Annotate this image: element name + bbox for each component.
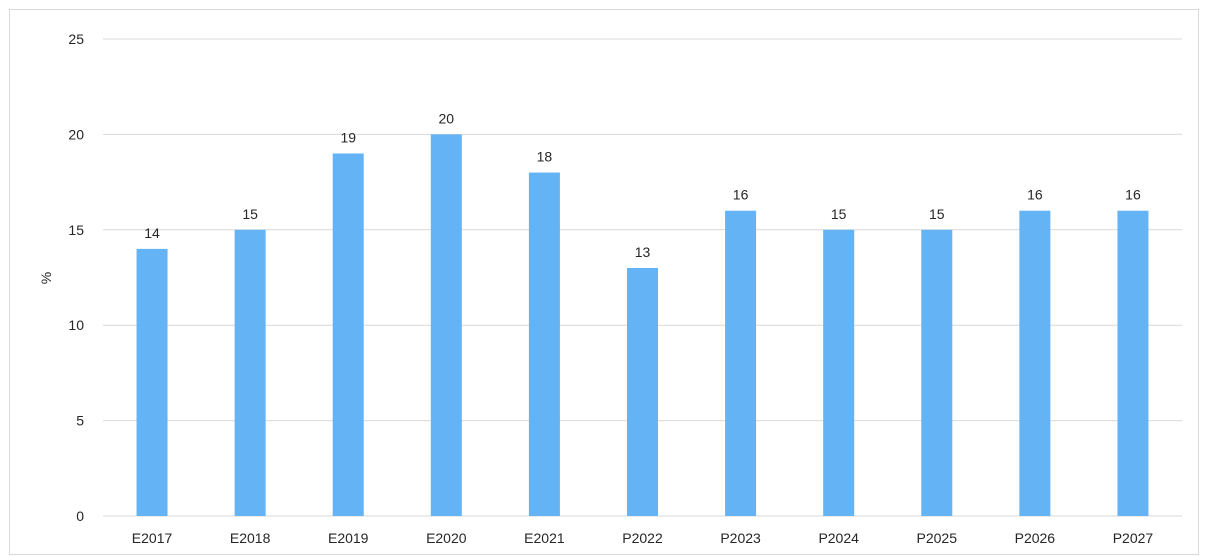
data-label: 20 <box>439 110 455 126</box>
x-tick-label: P2027 <box>1113 530 1154 546</box>
bar <box>823 229 855 517</box>
gridlines <box>103 38 1182 517</box>
y-axis-label: % <box>38 272 54 284</box>
bar <box>332 153 364 517</box>
bar <box>136 248 168 516</box>
x-tick-label: E2021 <box>524 530 565 546</box>
data-label: 13 <box>635 244 651 260</box>
bar <box>1117 210 1149 516</box>
chart-frame <box>9 9 1199 555</box>
bar <box>234 229 266 517</box>
bar <box>725 210 757 516</box>
x-tick-label: P2025 <box>917 530 958 546</box>
bar <box>528 172 560 516</box>
bar <box>1019 210 1051 516</box>
x-tick-label: P2023 <box>720 530 761 546</box>
data-label: 16 <box>1027 187 1043 203</box>
y-tick-label: 5 <box>76 413 84 429</box>
x-axis-ticks: E2017 E2018 E2019 E2020 E2021 P2022 P2023 P2024… <box>132 530 1154 546</box>
x-tick-label: P2026 <box>1015 530 1056 546</box>
data-label: 14 <box>144 225 160 241</box>
data-labels: 14 15 19 20 18 13 16 15 15 16 16 <box>144 110 1141 260</box>
data-label: 18 <box>537 149 553 165</box>
x-tick-label: E2017 <box>132 530 173 546</box>
x-tick-label: P2024 <box>818 530 859 546</box>
x-tick-label: E2019 <box>328 530 369 546</box>
y-tick-label: 10 <box>68 317 84 333</box>
y-tick-label: 15 <box>68 222 84 238</box>
x-tick-label: E2018 <box>230 530 271 546</box>
bar <box>921 229 953 517</box>
bar <box>430 134 462 516</box>
y-axis-ticks: 0 5 10 15 20 25 <box>68 31 84 524</box>
y-tick-label: 0 <box>76 508 84 524</box>
bars <box>136 134 1149 517</box>
data-label: 15 <box>831 206 847 222</box>
x-tick-label: E2020 <box>426 530 467 546</box>
x-tick-label: P2022 <box>622 530 663 546</box>
y-tick-label: 20 <box>68 126 84 142</box>
data-label: 16 <box>1125 187 1141 203</box>
data-label: 16 <box>733 187 749 203</box>
data-label: 15 <box>929 206 945 222</box>
bar <box>627 267 658 516</box>
data-label: 19 <box>340 129 356 145</box>
y-tick-label: 25 <box>68 31 84 47</box>
data-label: 15 <box>242 206 258 222</box>
